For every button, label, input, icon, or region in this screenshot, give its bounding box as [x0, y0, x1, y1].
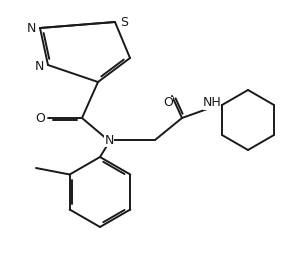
Text: N: N [34, 59, 44, 72]
Text: O: O [163, 97, 173, 110]
Text: S: S [120, 16, 128, 28]
Text: N: N [26, 22, 36, 35]
Text: NH: NH [203, 97, 221, 110]
Text: O: O [35, 112, 45, 124]
Text: N: N [104, 133, 114, 146]
